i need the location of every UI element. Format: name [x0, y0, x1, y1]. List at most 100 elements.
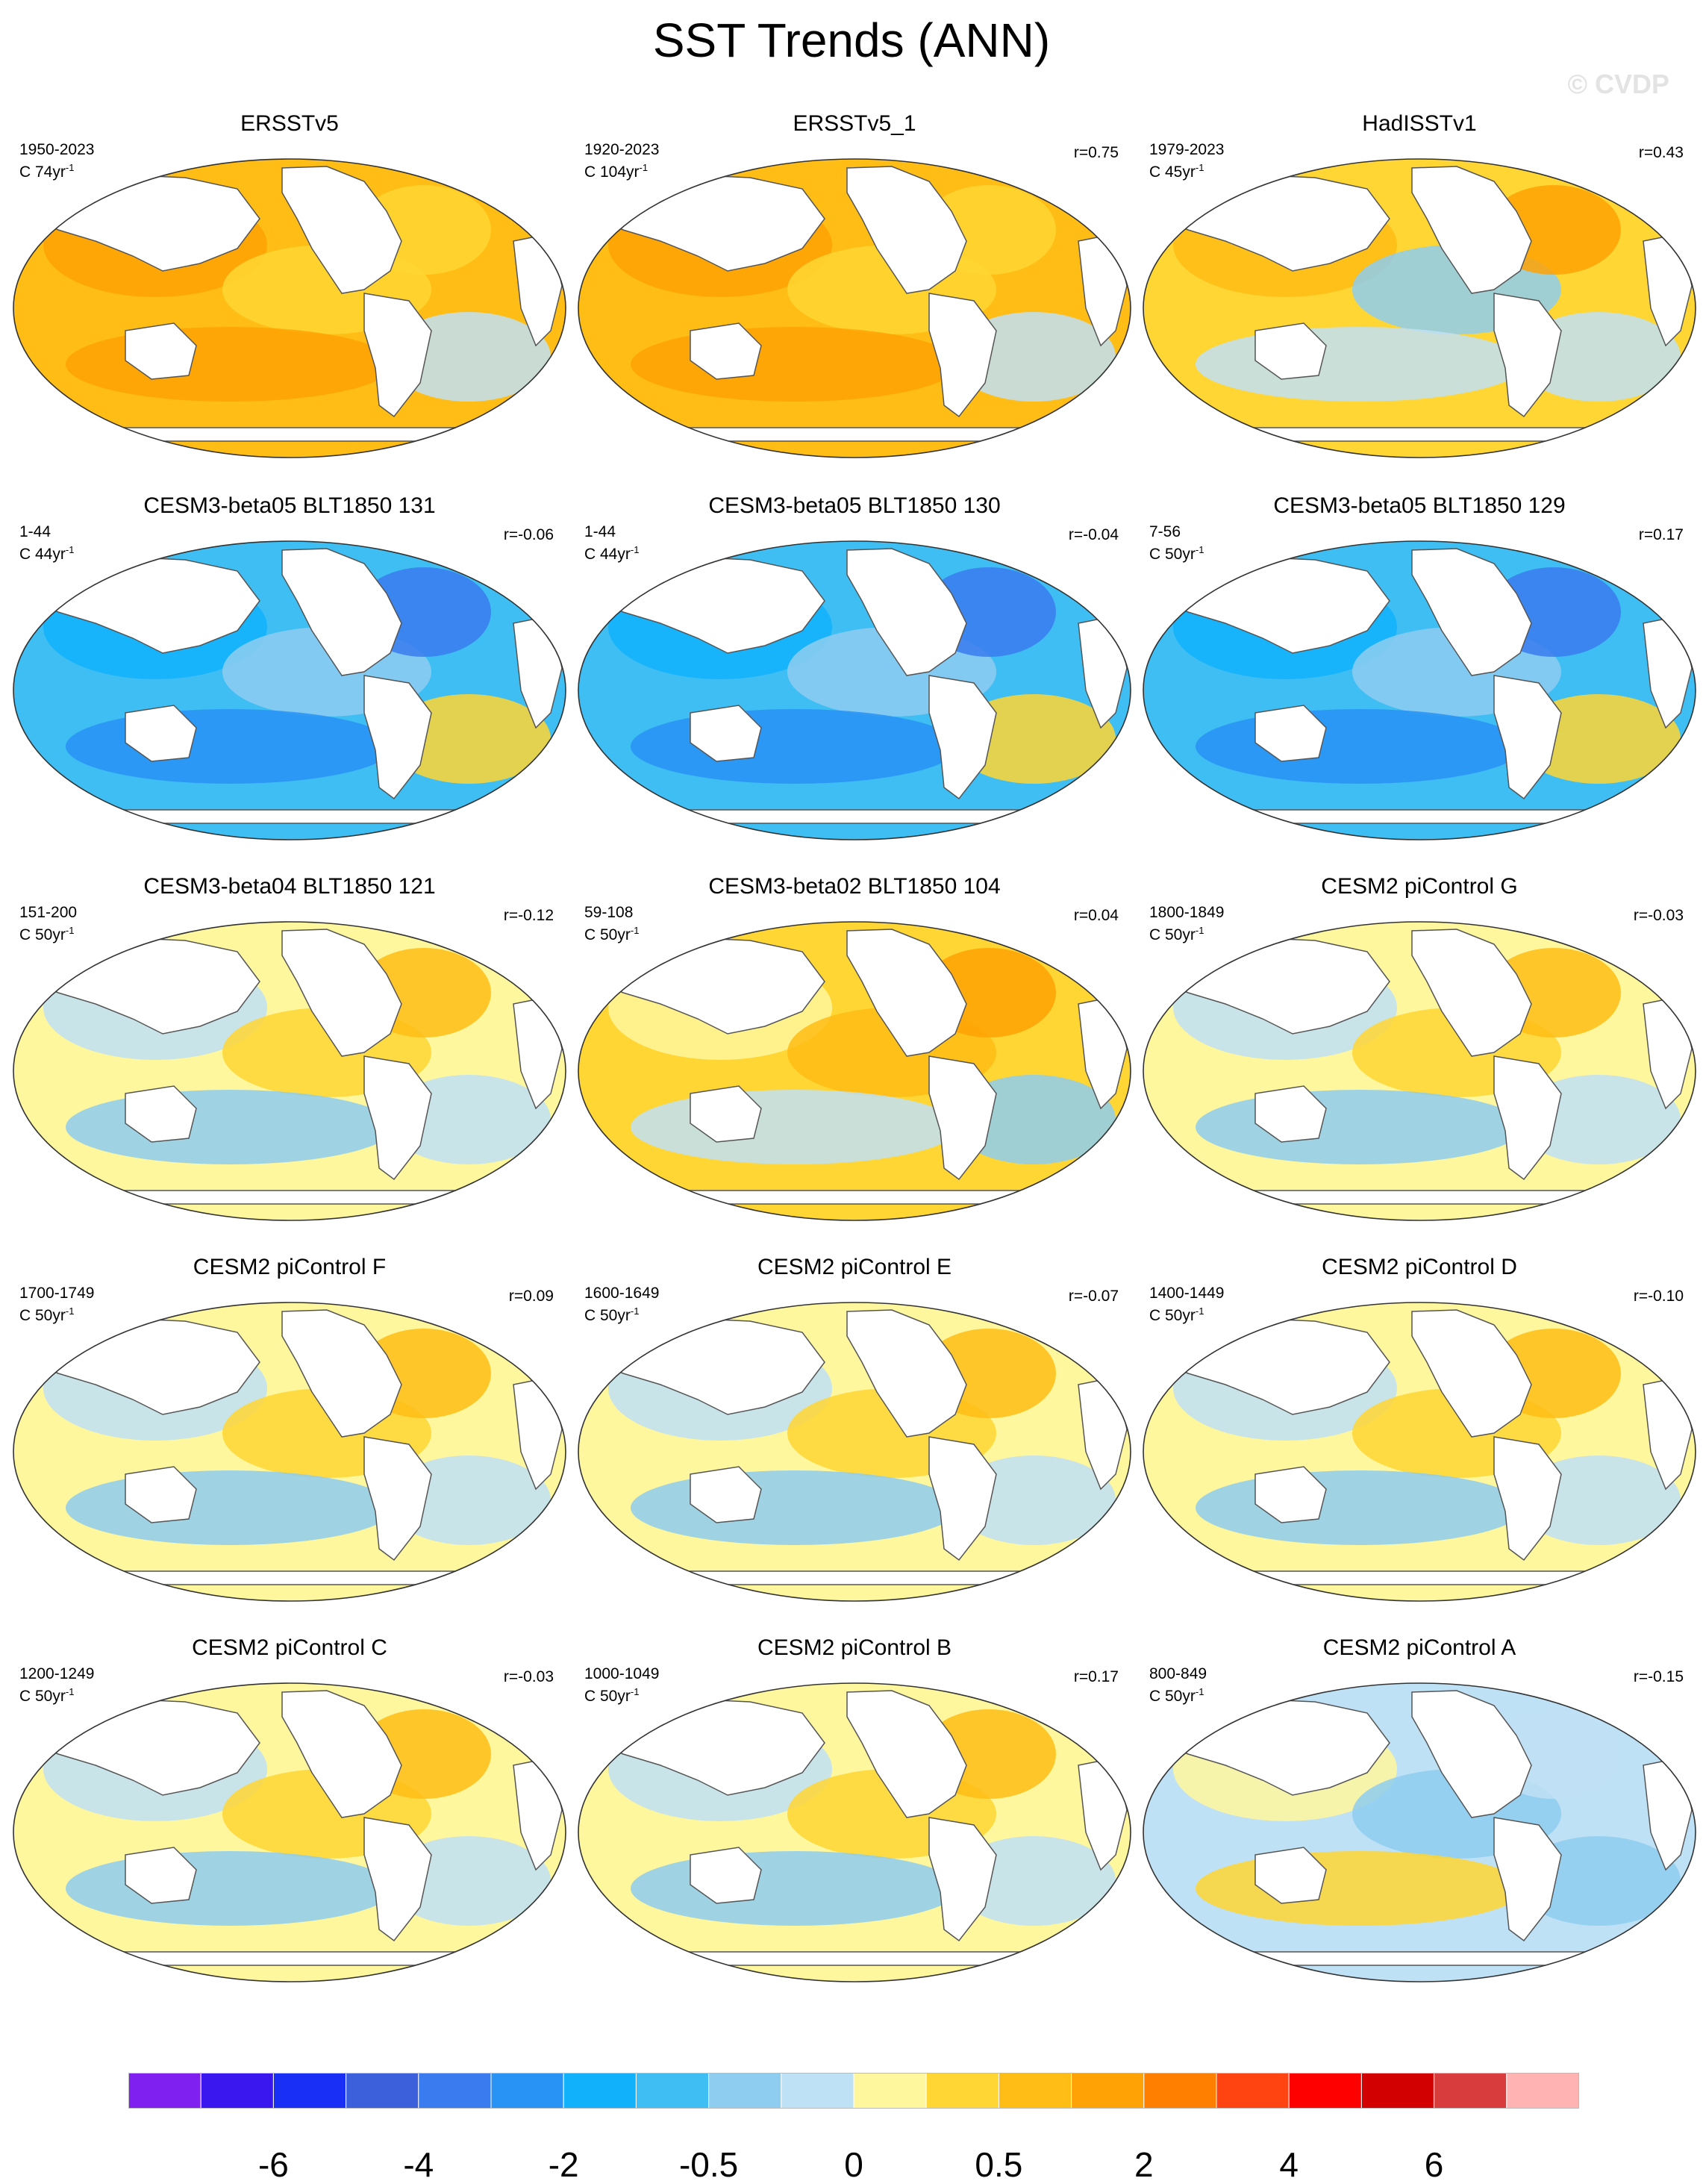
unit-period: 44yr — [600, 546, 631, 563]
australia-landmass — [690, 705, 762, 762]
unit-prefix: C — [1149, 1688, 1165, 1705]
trend-unit: C 74yr-1 — [19, 158, 74, 182]
unit-period: 44yr — [35, 546, 66, 563]
southamerica-landmass — [928, 675, 997, 800]
panel-title: CESM2 piControl B — [757, 1635, 952, 1660]
anomaly-region — [1196, 1090, 1524, 1164]
antarctica-landmass — [666, 427, 1043, 442]
southamerica-landmass — [363, 1436, 432, 1561]
pattern-correlation: r=-0.03 — [1633, 907, 1684, 924]
map-plot — [13, 158, 566, 458]
year-range: 1200-1249 — [19, 1665, 95, 1682]
unit-exponent: -1 — [1195, 162, 1204, 173]
map-plot — [1143, 158, 1696, 458]
colorbar-swatch — [708, 2073, 782, 2109]
map-plot — [1143, 921, 1696, 1221]
unit-period: 45yr — [1165, 163, 1196, 181]
australia-landmass — [1254, 1466, 1327, 1523]
northamerica-landmass — [281, 1309, 402, 1438]
map-boundary — [13, 921, 566, 1221]
trend-unit: C 50yr-1 — [19, 1302, 74, 1326]
antarctica-landmass — [1231, 1570, 1607, 1585]
year-range: 7-56 — [1149, 523, 1181, 540]
map-plot — [1143, 1302, 1696, 1602]
colorbar-swatch — [1434, 2073, 1507, 2109]
anomaly-region — [631, 709, 959, 784]
anomaly-region — [631, 1090, 959, 1164]
panel-title: CESM2 piControl D — [1322, 1255, 1517, 1279]
map-boundary — [578, 1302, 1131, 1602]
map-boundary — [1143, 540, 1696, 840]
southamerica-landmass — [1493, 675, 1562, 800]
northamerica-landmass — [846, 1690, 967, 1818]
unit-exponent: -1 — [1195, 1305, 1204, 1317]
northamerica-landmass — [846, 548, 967, 676]
unit-exponent: -1 — [65, 1305, 75, 1317]
australia-landmass — [690, 1085, 762, 1143]
map-plot — [578, 1302, 1131, 1602]
southamerica-landmass — [363, 675, 432, 800]
colorbar-tick-label: 6 — [1424, 2145, 1444, 2184]
colorbar-tick-label: -6 — [257, 2145, 289, 2184]
map-panel: CESM2 piControl C 1200-1249 C 50yr-1 r=-0.0… — [6, 1635, 573, 2023]
southamerica-landmass — [928, 1055, 997, 1181]
northamerica-landmass — [1411, 1309, 1532, 1438]
year-range: 1400-1449 — [1149, 1285, 1225, 1302]
southamerica-landmass — [363, 293, 432, 418]
southamerica-landmass — [1493, 1817, 1562, 1942]
unit-exponent: -1 — [630, 925, 640, 936]
southamerica-landmass — [1493, 293, 1562, 418]
map-boundary — [1143, 158, 1696, 458]
map-boundary — [1143, 1682, 1696, 1982]
panel-title: HadISSTv1 — [1362, 111, 1477, 136]
map-boundary — [578, 540, 1131, 840]
colorbar-swatch — [1143, 2073, 1217, 2109]
antarctica-landmass — [101, 809, 478, 824]
australia-landmass — [125, 1466, 197, 1523]
map-panel: ERSSTv5_1 1920-2023 C 104yr-1 r=0.75 — [571, 110, 1138, 499]
colorbar-tick-label: -4 — [403, 2145, 434, 2184]
unit-exponent: -1 — [1195, 925, 1204, 936]
map-panel: CESM3-beta05 BLT1850 131 1-44 C 44yr-1 r=-0… — [6, 493, 573, 881]
unit-period: 50yr — [35, 1307, 66, 1324]
trend-unit: C 50yr-1 — [1149, 1682, 1204, 1706]
trend-unit: C 50yr-1 — [584, 1682, 639, 1706]
year-range: 1950-2023 — [19, 141, 95, 158]
colorbar-swatch — [1360, 2073, 1435, 2109]
map-boundary — [13, 1682, 566, 1982]
unit-period: 50yr — [35, 1688, 66, 1705]
map-plot — [13, 540, 566, 840]
unit-prefix: C — [1149, 546, 1165, 563]
unit-period: 50yr — [1165, 546, 1196, 563]
southamerica-landmass — [363, 1055, 432, 1181]
map-boundary — [13, 540, 566, 840]
anomaly-region — [66, 1470, 394, 1545]
unit-exponent: -1 — [65, 162, 75, 173]
colorbar-frame — [128, 2073, 1579, 2109]
antarctica-landmass — [1231, 1951, 1607, 1966]
pattern-correlation: r=-0.12 — [503, 907, 554, 924]
unit-period: 50yr — [600, 1307, 631, 1324]
panel-title: CESM3-beta05 BLT1850 131 — [143, 493, 436, 518]
anomaly-region — [66, 1851, 394, 1926]
unit-period: 50yr — [600, 1688, 631, 1705]
unit-period: 104yr — [600, 163, 640, 181]
pattern-correlation: r=-0.10 — [1633, 1288, 1684, 1305]
unit-prefix: C — [584, 546, 600, 563]
unit-period: 74yr — [35, 163, 66, 181]
pattern-correlation: r=0.17 — [1073, 1668, 1119, 1685]
panel-title: CESM3-beta05 BLT1850 130 — [708, 493, 1001, 518]
colorbar-swatch — [853, 2073, 927, 2109]
unit-prefix: C — [19, 163, 35, 181]
panel-title: CESM3-beta04 BLT1850 121 — [143, 874, 436, 899]
unit-period: 50yr — [1165, 1307, 1196, 1324]
northamerica-landmass — [846, 166, 967, 294]
australia-landmass — [1254, 322, 1327, 380]
australia-landmass — [125, 705, 197, 762]
anomaly-region — [1196, 1851, 1524, 1926]
antarctica-landmass — [1231, 809, 1607, 824]
pattern-correlation: r=0.75 — [1073, 144, 1119, 161]
unit-exponent: -1 — [1195, 1686, 1204, 1697]
colorbar-swatch — [1071, 2073, 1145, 2109]
australia-landmass — [125, 1847, 197, 1904]
